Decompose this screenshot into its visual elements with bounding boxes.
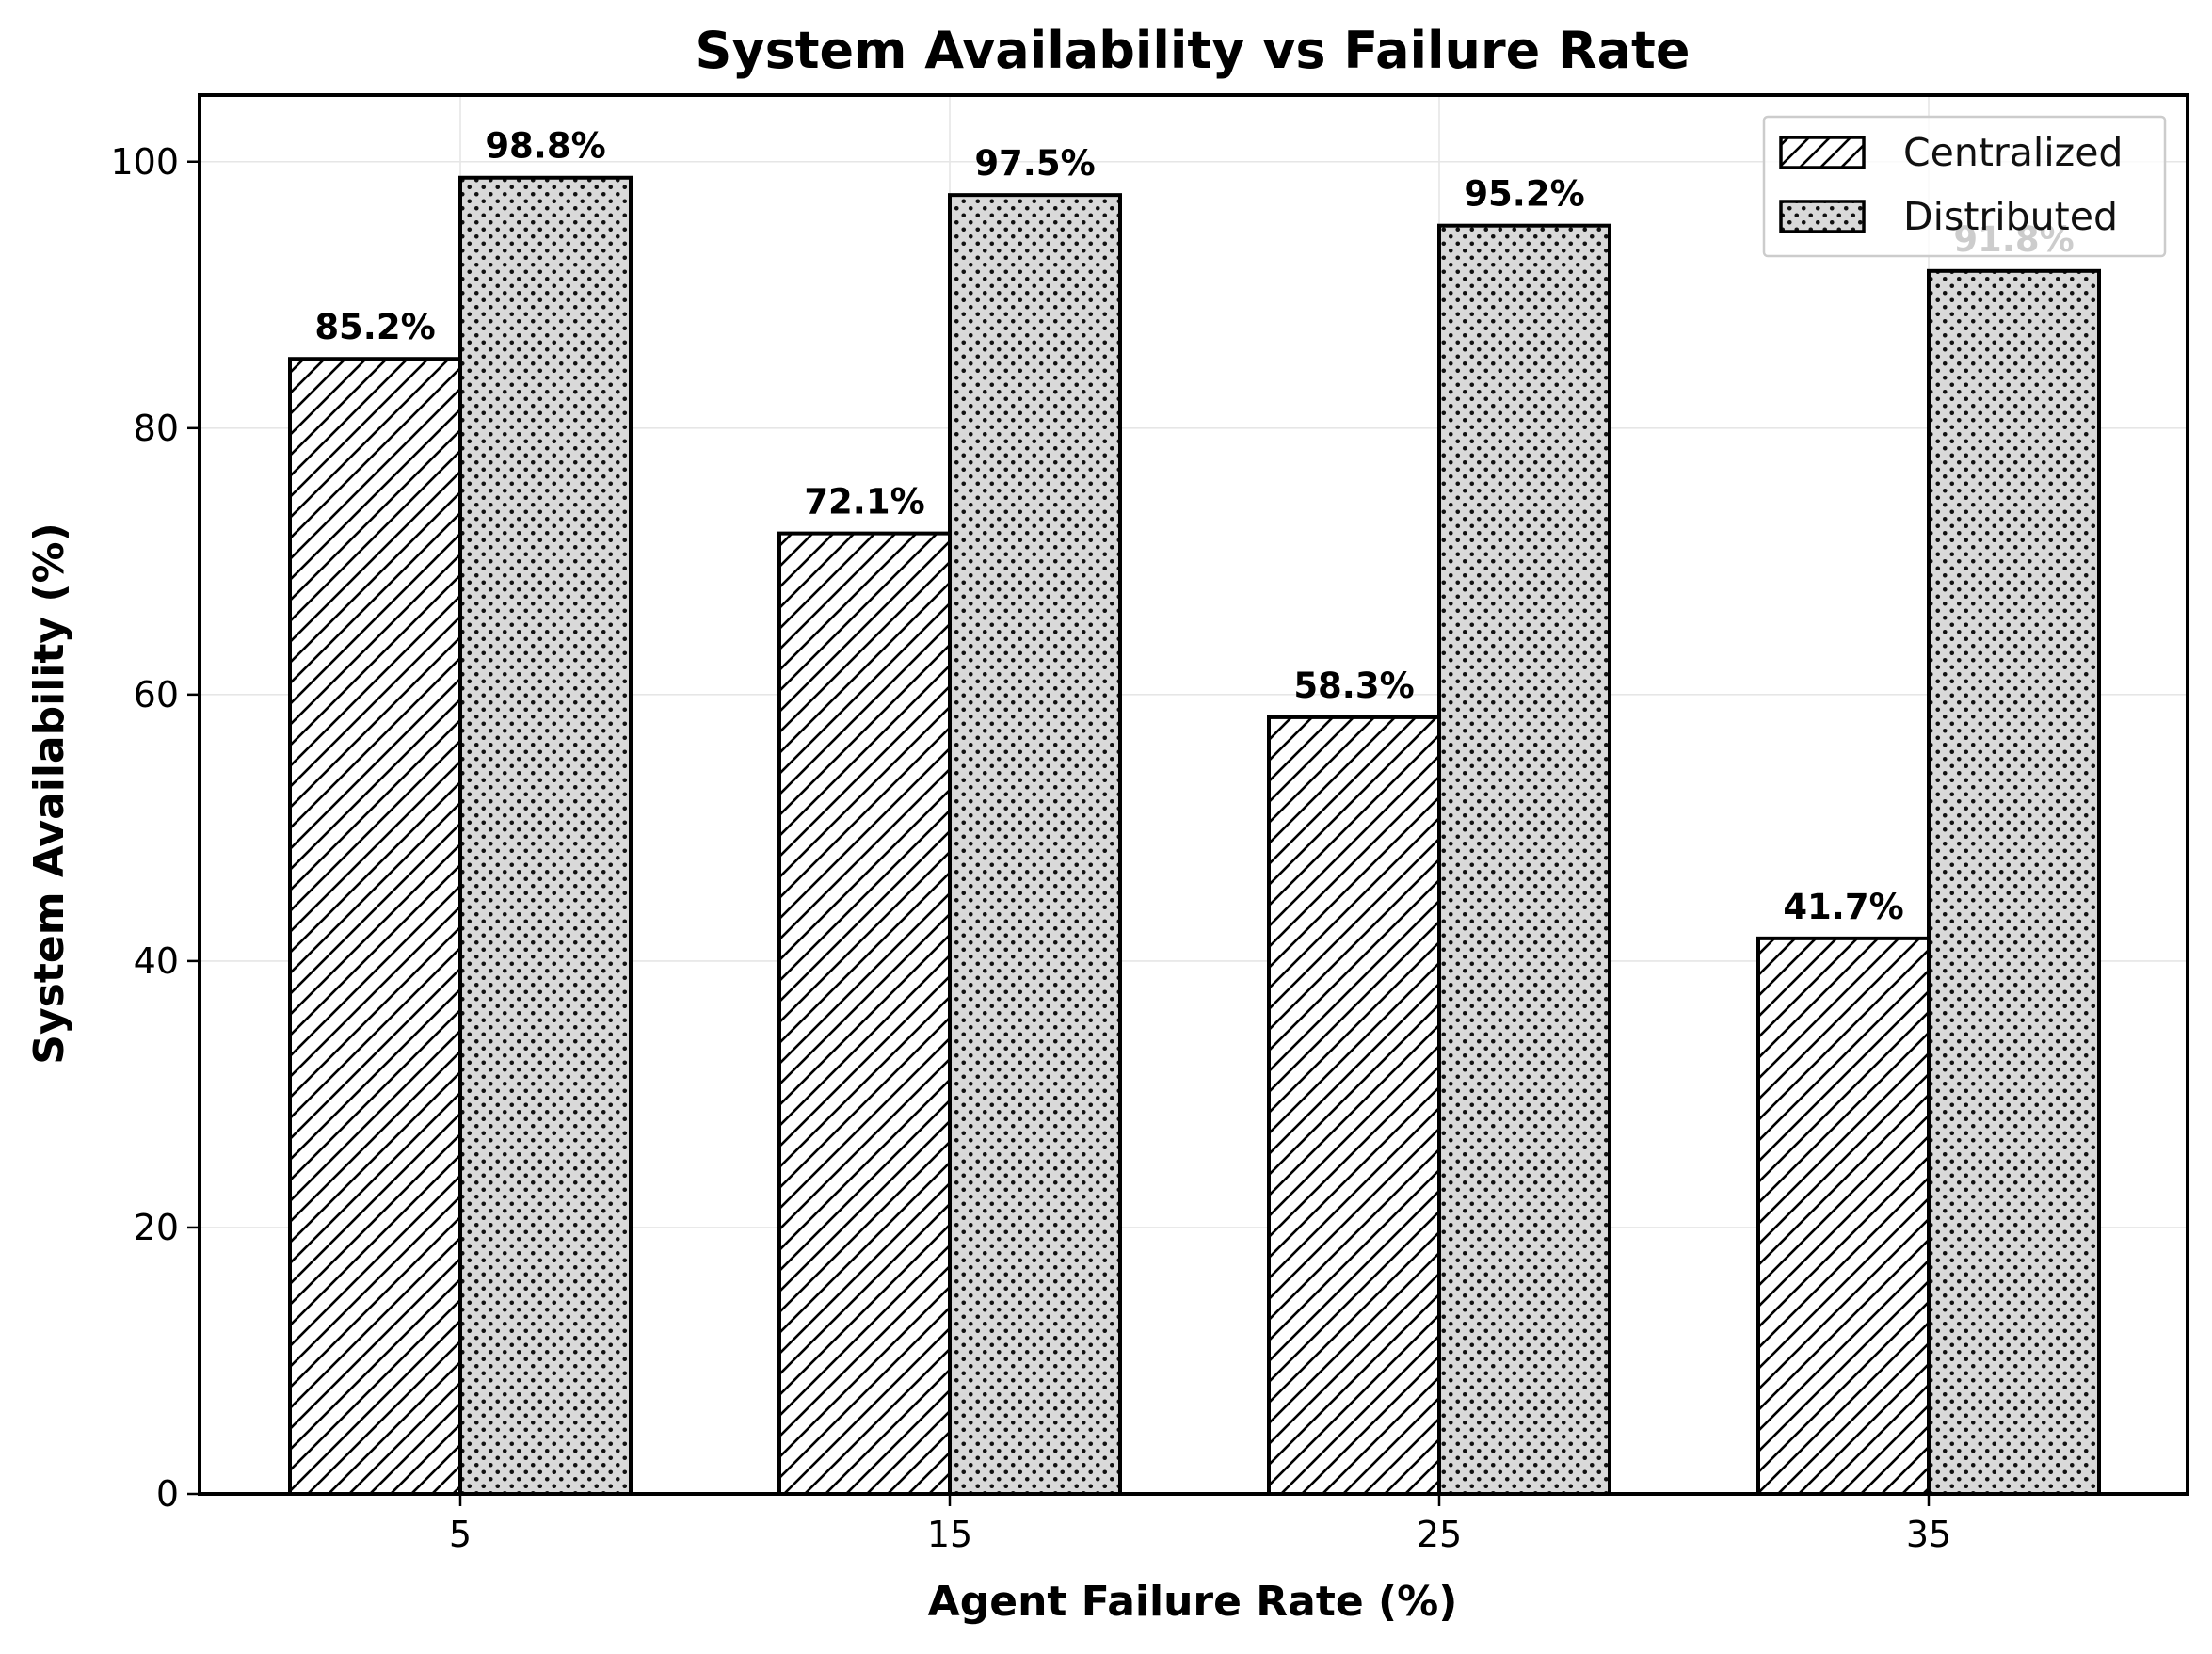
x-axis-title: Agent Failure Rate (%) (928, 1578, 1458, 1626)
bar-distributed-35 (1927, 268, 2101, 1497)
bar-value-label: 98.8% (485, 126, 605, 167)
bar-distributed-25 (1437, 223, 1611, 1496)
y-axis: 0 20 40 60 80 100 (110, 141, 200, 1515)
bar-value-label: 95.2% (1464, 174, 1584, 215)
bar-centralized-35 (1756, 936, 1931, 1496)
bar-labels: 85.2%98.8%72.1%97.5%58.3%95.2%41.7%91.8% (314, 126, 2074, 927)
bar-distributed-15 (948, 193, 1122, 1497)
y-tick-label: 80 (134, 408, 179, 449)
bar-centralized-25 (1267, 715, 1441, 1496)
x-tick-label: 35 (1906, 1514, 1951, 1555)
bar-centralized-15 (777, 531, 952, 1496)
legend: Centralized Distributed (1762, 115, 2167, 258)
legend-swatch-distributed (1779, 200, 1866, 233)
legend-swatch-centralized (1779, 136, 1866, 169)
y-tick-label: 60 (134, 674, 179, 715)
x-tick-label: 15 (927, 1514, 972, 1555)
x-tick-label: 5 (449, 1514, 472, 1555)
bar-centralized-5 (288, 357, 462, 1496)
chart-title: System Availability vs Failure Rate (696, 21, 1691, 80)
x-axis: 5 15 25 35 (449, 1494, 1951, 1555)
y-tick-label: 20 (134, 1207, 179, 1248)
y-axis-title: System Availability (%) (25, 522, 73, 1064)
bar-value-label: 58.3% (1293, 666, 1414, 706)
bar-distributed-5 (458, 175, 633, 1497)
legend-label-centralized: Centralized (1903, 130, 2123, 175)
bar-value-label: 85.2% (314, 307, 435, 347)
bar-value-label: 72.1% (804, 482, 924, 522)
y-tick-label: 100 (110, 141, 179, 183)
legend-label-distributed: Distributed (1903, 194, 2118, 239)
y-tick-label: 0 (156, 1473, 179, 1515)
bars (288, 175, 2101, 1497)
bar-value-label: 97.5% (974, 143, 1095, 184)
x-tick-label: 25 (1417, 1514, 1462, 1555)
bar-value-label: 41.7% (1783, 887, 1903, 927)
y-tick-label: 40 (134, 940, 179, 982)
plot-frame (198, 93, 2189, 1496)
